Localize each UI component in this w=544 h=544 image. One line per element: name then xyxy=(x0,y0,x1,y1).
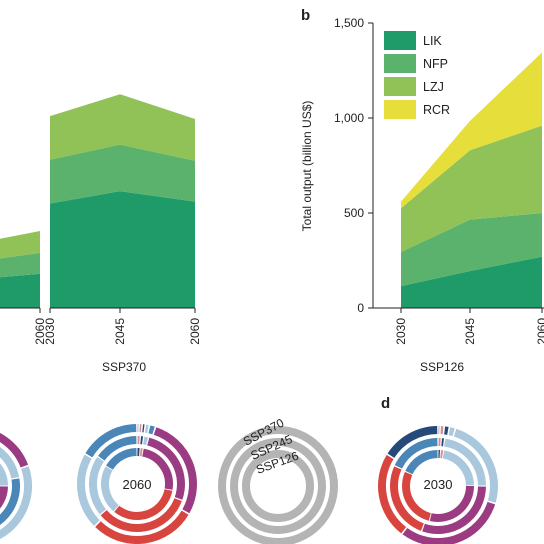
donut-left-ring0-segment xyxy=(0,433,29,468)
donut-left-ring2-segment xyxy=(0,486,8,509)
panel-a-partial-area-lik xyxy=(0,273,40,308)
panel-b-x-label: SSP126 xyxy=(420,360,464,374)
donut-2030-ring2-segment xyxy=(402,471,432,521)
legend-swatch-rcr xyxy=(384,100,416,119)
donut-2030-ring2-segment xyxy=(442,450,474,486)
donut-2060-ring0-segment xyxy=(77,454,100,526)
legend-label-lik: LIK xyxy=(423,34,442,48)
panel-b-y-tick-label: 0 xyxy=(357,301,364,315)
panel-a-partial-area-lzj xyxy=(0,231,40,259)
legend-ring xyxy=(230,438,326,534)
panel-b-x-tick-label: 2060 xyxy=(535,318,544,345)
donut-2030-ring0-segment xyxy=(378,454,407,534)
panel-b-chart: 0 500 1,000 1,500 2030 2045 2060 SSP126 Total ou… xyxy=(300,16,544,374)
panel-a-tick-label: 2030 xyxy=(43,318,57,345)
legend-swatch-lzj xyxy=(384,77,416,96)
panel-b-y-tick-label: 1,500 xyxy=(334,16,364,30)
donut-2060-ring0-segment xyxy=(148,425,155,435)
legend-label-lzj: LZJ xyxy=(423,80,444,94)
panel-a-tick-label: 2045 xyxy=(113,318,127,345)
donut-2060-ring0-segment xyxy=(153,427,197,514)
donut-2060-ring0-segment xyxy=(85,424,137,458)
donut-2030-ring0-segment xyxy=(402,501,496,544)
donut-left-ring1-segment xyxy=(0,447,20,479)
donut-2060-center-label: 2060 xyxy=(123,477,152,492)
donut-2030-ring2-segment xyxy=(405,450,438,475)
panel-b-area-lik xyxy=(401,256,542,308)
panel-a-area-lzj xyxy=(50,94,195,161)
panel-b-area-rcr xyxy=(401,52,542,209)
donut-2030-center-label: 2030 xyxy=(424,477,453,492)
legend-swatch-lik xyxy=(384,31,416,50)
donut-2060-ring1-segment xyxy=(143,436,148,446)
donut-2060-ring2-segment xyxy=(142,448,173,490)
donut-2030-ring1-segment xyxy=(422,486,486,534)
donut-2060-ring2-segment xyxy=(101,466,119,512)
donut-left-ring1-segment xyxy=(0,478,20,525)
panel-a-partial-area-nfp xyxy=(0,252,40,278)
panel-b-area-nfp xyxy=(401,213,542,287)
panel-b-x-tick-label: 2030 xyxy=(394,318,408,345)
donut-2060-ring2-segment xyxy=(114,489,173,520)
donut-2030-ring0-segment xyxy=(453,428,498,503)
legend-ring xyxy=(218,426,338,544)
donut-2030-ring1-segment xyxy=(443,438,486,486)
panel-a-tick-label: 2060 xyxy=(188,318,202,345)
legend-label-nfp: NFP xyxy=(423,57,448,71)
donut-2060-ring1-segment xyxy=(100,498,182,532)
donut-2060-ring1-segment xyxy=(89,457,107,515)
panel-a-tick-label: 2060 xyxy=(33,318,47,345)
donut-2060-ring2-segment xyxy=(106,448,137,470)
panel-a-area-nfp xyxy=(50,144,195,204)
donut-2030-ring0-segment xyxy=(448,427,455,437)
legend-swatch-nfp xyxy=(384,54,416,73)
donut-2030-ring1-segment xyxy=(390,466,424,531)
panel-b-area-lzj xyxy=(401,125,542,252)
panel-b-x-tick-label: 2045 xyxy=(463,318,477,345)
legend-label-rcr: RCR xyxy=(423,103,450,117)
donut-2030-ring2-segment xyxy=(429,485,475,522)
panel-a-area-lik xyxy=(50,191,195,308)
panel-d-letter: d xyxy=(381,395,390,412)
panel-b-y-tick-label: 500 xyxy=(344,206,364,220)
donut-2030-ring0-segment xyxy=(387,426,438,458)
panel-b-letter: b xyxy=(301,7,310,24)
legend-ring xyxy=(242,450,314,522)
donut-2060-ring1-segment xyxy=(147,437,185,500)
donut-left-ring2-segment xyxy=(0,463,8,486)
donut-left-ring0-segment xyxy=(0,466,32,540)
panel-b-y-label: Total output (billion US$) xyxy=(300,101,314,232)
panel-b-y-tick-label: 1,000 xyxy=(334,111,364,125)
panel-a-x-label: SSP370 xyxy=(102,360,146,374)
donut-2060-ring1-segment xyxy=(98,436,137,461)
donut-2030-ring1-segment xyxy=(394,438,438,469)
donut-2060-ring0-segment xyxy=(95,510,189,544)
